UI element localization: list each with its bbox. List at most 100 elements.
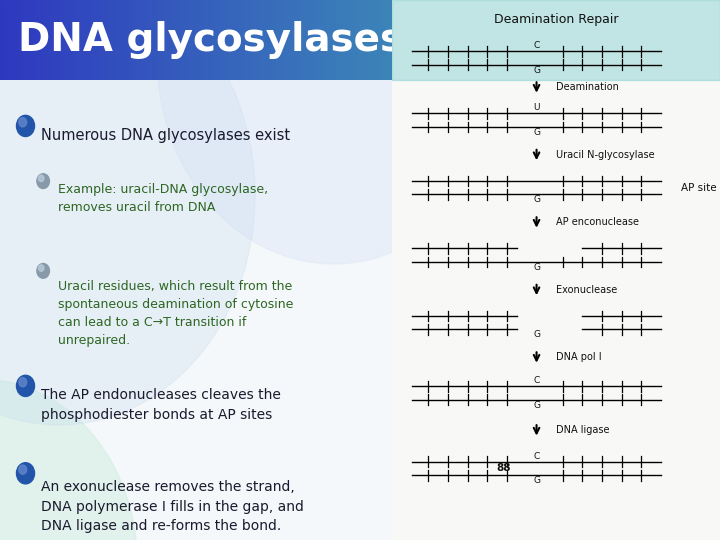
Bar [437,0,439,80]
Bar [542,0,545,80]
Bar [392,0,720,80]
Bar [324,0,326,80]
Bar [99,0,101,80]
Bar [372,0,374,80]
Bar [79,0,81,80]
Bar [434,0,437,80]
Bar [545,0,547,80]
Bar [585,0,588,80]
Bar [146,0,149,80]
Bar [569,0,571,80]
Bar [9,0,12,80]
Bar [91,0,94,80]
Bar [639,0,641,80]
Bar [612,0,614,80]
Bar [655,0,657,80]
Bar [410,0,413,80]
Bar [574,0,576,80]
Bar [173,0,175,80]
Bar [125,0,127,80]
Bar [588,0,590,80]
Bar [653,0,655,80]
Text: C: C [534,376,540,385]
Bar [626,0,629,80]
Bar [554,0,557,80]
Bar [576,0,578,80]
Bar [398,0,401,80]
Bar [693,0,696,80]
Bar [679,0,682,80]
Bar [473,0,475,80]
Bar [667,0,670,80]
Bar [269,0,271,80]
Bar [605,0,607,80]
Bar [2,0,5,80]
Bar [182,0,185,80]
Bar [509,0,511,80]
Bar [166,0,168,80]
Bar [223,0,225,80]
Bar [382,0,384,80]
Bar [142,0,144,80]
Bar [199,0,202,80]
Circle shape [19,118,27,127]
Bar [482,0,485,80]
Bar [648,0,650,80]
Bar [691,0,693,80]
Bar [36,0,38,80]
Bar [218,0,221,80]
Bar [101,0,103,80]
Bar [641,0,643,80]
Bar [17,0,19,80]
Bar [84,0,86,80]
Bar [70,0,72,80]
Text: C: C [534,41,540,50]
Bar [243,0,245,80]
Bar [305,0,307,80]
Bar [403,0,405,80]
Bar [718,0,720,80]
Bar [708,0,711,80]
Bar [351,0,353,80]
Bar [295,0,297,80]
Text: AP enconuclease: AP enconuclease [557,218,639,227]
Bar [326,0,329,80]
Bar [634,0,636,80]
Bar [252,0,254,80]
Bar [698,0,701,80]
Bar [180,0,182,80]
Text: An exonuclease removes the strand,
DNA polymerase I fills in the gap, and
DNA li: An exonuclease removes the strand, DNA p… [41,480,304,533]
Bar [523,0,526,80]
Bar [168,0,171,80]
Bar [549,0,552,80]
Bar [53,0,55,80]
Bar [329,0,331,80]
Text: 88: 88 [497,463,511,474]
Bar [211,0,214,80]
Bar [65,0,67,80]
Bar [221,0,223,80]
Bar [300,0,302,80]
Bar [466,0,468,80]
Bar [360,0,362,80]
Bar [192,0,194,80]
Bar [593,0,595,80]
Bar [607,0,610,80]
Bar [391,0,394,80]
Bar [624,0,626,80]
Bar [583,0,585,80]
Bar [274,0,276,80]
Bar [317,0,319,80]
Bar [420,0,423,80]
Bar [302,0,305,80]
Bar [564,0,567,80]
Bar [456,0,459,80]
Bar [487,0,490,80]
Bar [202,0,204,80]
Bar [346,0,348,80]
Text: DNA ligase: DNA ligase [557,426,610,435]
Bar [194,0,197,80]
Bar [185,0,187,80]
Bar [216,0,218,80]
Bar [367,0,369,80]
